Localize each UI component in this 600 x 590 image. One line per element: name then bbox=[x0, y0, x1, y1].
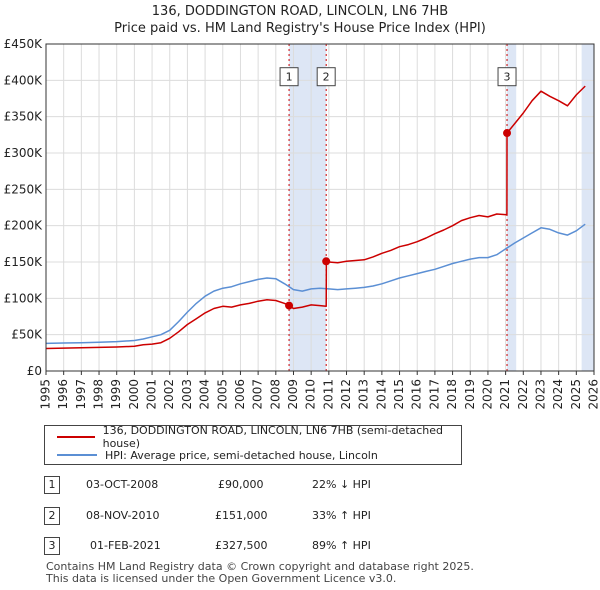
x-tick-label: 2020 bbox=[480, 379, 494, 410]
x-tick-label: 2022 bbox=[516, 379, 530, 410]
y-tick-label: £350K bbox=[4, 110, 44, 124]
x-tick-label: 2024 bbox=[551, 379, 565, 410]
y-tick-label: £200K bbox=[4, 219, 44, 233]
x-tick-label: 2007 bbox=[251, 379, 265, 410]
y-tick-label: £450K bbox=[4, 37, 44, 51]
sale-point bbox=[322, 257, 331, 266]
x-tick-label: 1995 bbox=[39, 379, 53, 410]
legend-label-property: 136, DODDINGTON ROAD, LINCOLN, LN6 7HB (… bbox=[102, 424, 444, 450]
y-tick-label: £0 bbox=[27, 364, 42, 378]
x-tick-label: 2018 bbox=[445, 379, 459, 410]
x-tick-label: 2014 bbox=[374, 379, 388, 410]
x-tick-label: 2004 bbox=[198, 379, 212, 410]
x-tick-label: 2016 bbox=[410, 379, 424, 410]
transaction-number-badge: 1 bbox=[44, 476, 60, 494]
y-tick-label: £300K bbox=[4, 146, 44, 160]
x-tick-label: 2003 bbox=[180, 379, 194, 410]
sale-marker-label: 2 bbox=[323, 71, 330, 84]
y-tick-label: £150K bbox=[4, 255, 44, 269]
x-tick-label: 2021 bbox=[498, 379, 512, 410]
legend-item-hpi: HPI: Average price, semi-detached house,… bbox=[57, 447, 378, 463]
transaction-hpi-change: 89% ↑ HPI bbox=[312, 539, 371, 552]
y-tick-label: £400K bbox=[4, 73, 44, 87]
chart-title: 136, DODDINGTON ROAD, LINCOLN, LN6 7HB bbox=[151, 4, 449, 19]
chart-subtitle: Price paid vs. HM Land Registry's House … bbox=[114, 21, 486, 36]
transaction-hpi-change: 33% ↑ HPI bbox=[312, 509, 371, 522]
x-tick-label: 2002 bbox=[162, 379, 176, 410]
transaction-hpi-change: 22% ↓ HPI bbox=[312, 478, 371, 491]
legend-swatch-property bbox=[57, 436, 95, 438]
x-tick-label: 2010 bbox=[304, 379, 318, 410]
shaded-period bbox=[507, 44, 517, 371]
legend: 136, DODDINGTON ROAD, LINCOLN, LN6 7HB (… bbox=[44, 424, 462, 465]
x-tick-label: 2009 bbox=[286, 379, 300, 410]
y-tick-label: £50K bbox=[11, 328, 43, 342]
shaded-period bbox=[581, 44, 594, 371]
x-tick-label: 1999 bbox=[109, 379, 123, 410]
shaded-period bbox=[289, 44, 327, 371]
y-tick-label: £100K bbox=[4, 291, 44, 305]
y-tick-label: £250K bbox=[4, 182, 44, 196]
x-tick-label: 2017 bbox=[427, 379, 441, 410]
transaction-date: 08-NOV-2010 bbox=[86, 509, 160, 522]
sale-marker-box bbox=[316, 67, 336, 87]
transaction-date: 03-OCT-2008 bbox=[86, 478, 159, 491]
axes: £0 £50K £100K £150K £200K £250K £300K £350K £400… bbox=[4, 37, 600, 410]
x-tick-label: 1996 bbox=[56, 379, 70, 410]
x-tick-label: 2008 bbox=[268, 379, 282, 410]
x-tick-label: 2026 bbox=[587, 379, 600, 410]
legend-label-hpi: HPI: Average price, semi-detached house,… bbox=[105, 448, 378, 462]
hpi-series-line bbox=[45, 223, 586, 345]
shaded-periods bbox=[289, 44, 594, 371]
sale-markers: 1 2 3 bbox=[279, 67, 517, 310]
x-tick-label: 2012 bbox=[339, 379, 353, 410]
sale-point bbox=[285, 301, 294, 310]
sale-marker-label: 1 bbox=[286, 71, 293, 84]
sale-marker-box bbox=[497, 67, 517, 87]
plot-frame bbox=[45, 43, 595, 372]
x-tick-label: 1997 bbox=[74, 379, 88, 410]
x-tick-label: 2025 bbox=[569, 379, 583, 410]
transaction-number-badge: 2 bbox=[44, 507, 60, 525]
transaction-price: £90,000 bbox=[218, 478, 264, 491]
transaction-date: 01-FEB-2021 bbox=[90, 539, 161, 552]
legend-item-property: 136, DODDINGTON ROAD, LINCOLN, LN6 7HB (… bbox=[57, 424, 461, 450]
sale-point bbox=[503, 129, 512, 138]
legend-swatch-hpi bbox=[57, 454, 97, 456]
transaction-price: £327,500 bbox=[215, 539, 268, 552]
x-tick-label: 2023 bbox=[533, 379, 547, 410]
x-tick-label: 2001 bbox=[145, 379, 159, 410]
x-tick-label: 2006 bbox=[233, 379, 247, 410]
x-tick-label: 1998 bbox=[92, 379, 106, 410]
x-tick-label: 2015 bbox=[392, 379, 406, 410]
x-tick-label: 2000 bbox=[127, 379, 141, 410]
x-tick-label: 2019 bbox=[463, 379, 477, 410]
sale-marker-box bbox=[279, 67, 299, 87]
transaction-price: £151,000 bbox=[215, 509, 268, 522]
x-tick-label: 2011 bbox=[321, 379, 335, 410]
footer-copyright: Contains HM Land Registry data © Crown c… bbox=[46, 560, 474, 573]
footer-licence: This data is licensed under the Open Gov… bbox=[46, 572, 397, 585]
sale-marker-label: 3 bbox=[504, 71, 511, 84]
grid bbox=[45, 43, 595, 372]
x-tick-label: 2005 bbox=[215, 379, 229, 410]
price-chart: 1 2 3 £0 £50K £100K £150K £200K £250K £300K £350K… bbox=[4, 37, 600, 410]
x-tick-label: 2013 bbox=[357, 379, 371, 410]
transaction-number-badge: 3 bbox=[44, 537, 60, 555]
